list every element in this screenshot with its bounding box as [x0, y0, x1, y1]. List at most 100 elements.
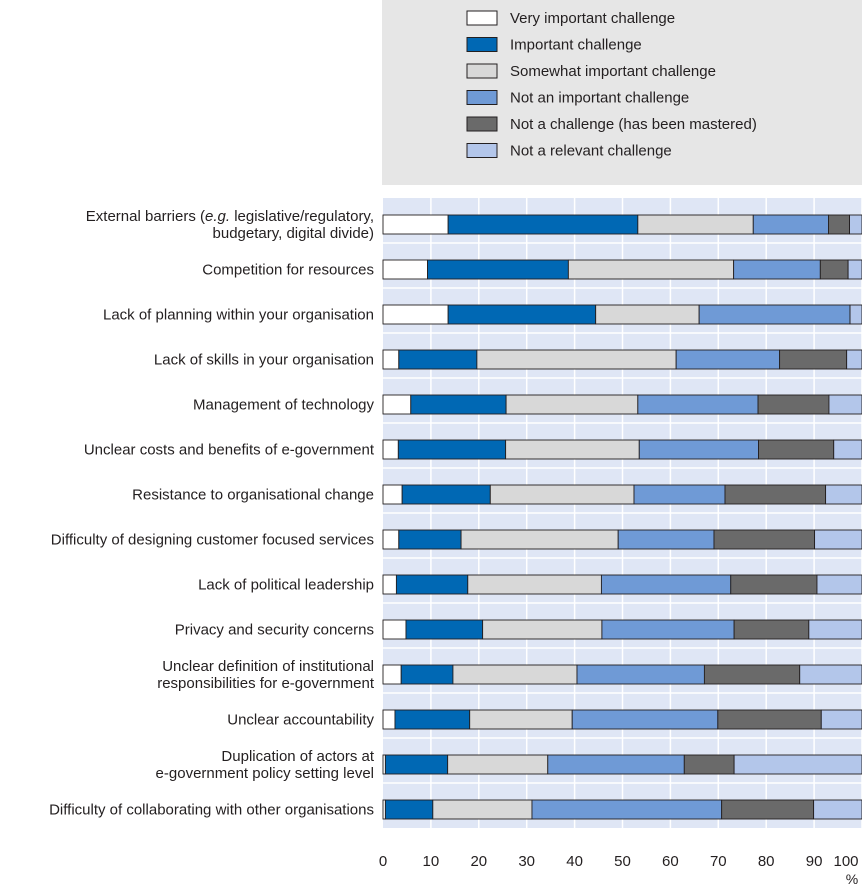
legend-label: Very important challenge	[510, 10, 675, 27]
bar-segment	[799, 664, 862, 685]
bar-segment	[382, 484, 403, 505]
bar-segment	[637, 394, 759, 415]
bar-segment	[382, 574, 397, 595]
category-label: Privacy and security concerns	[175, 622, 374, 639]
x-tick-label: 10	[423, 853, 440, 870]
category-labels: External barriers (e.g. legislative/regu…	[49, 208, 375, 819]
category-label: External barriers (e.g. legislative/regu…	[86, 208, 374, 225]
bar-segment	[825, 484, 862, 505]
bar-segment	[808, 619, 862, 640]
bar-segment	[382, 619, 407, 640]
bar-segment	[405, 619, 484, 640]
bar-segment	[382, 664, 402, 685]
x-tick-label: 70	[710, 853, 727, 870]
bar-segment	[724, 484, 827, 505]
bar-segment	[400, 664, 454, 685]
bar-segment	[600, 574, 732, 595]
category-label: Duplication of actors at	[221, 748, 374, 765]
legend-label: Not a challenge (has been mastered)	[510, 116, 757, 133]
bar-segment	[833, 439, 862, 460]
bar-segment	[427, 259, 569, 280]
bar-segment	[382, 259, 428, 280]
bar-segment	[849, 304, 862, 325]
category-label: Difficulty of collaborating with other o…	[49, 802, 374, 819]
x-tick-label: 0	[379, 853, 387, 870]
legend-label: Not an important challenge	[510, 90, 689, 107]
category-label: Unclear costs and benefits of e-governme…	[84, 442, 375, 459]
bar-segment	[505, 439, 640, 460]
bar-segment	[401, 484, 491, 505]
bar-segment	[717, 709, 822, 730]
bar-segment	[733, 754, 862, 775]
bar-segment	[828, 214, 850, 235]
bars	[382, 214, 862, 820]
category-label: Competition for resources	[202, 262, 374, 279]
bar-segment	[547, 754, 685, 775]
legend-swatch	[466, 63, 498, 79]
x-tick-label: 90	[806, 853, 823, 870]
bar-segment	[617, 529, 715, 550]
legend-swatch	[466, 37, 498, 52]
bar-segment	[447, 214, 639, 235]
bar-segment	[489, 484, 635, 505]
bar-segment	[733, 619, 810, 640]
bar-segment	[397, 439, 507, 460]
legend-label: Not a relevant challenge	[510, 143, 672, 160]
bar-segment	[395, 574, 469, 595]
x-axis-unit-label: %	[846, 871, 858, 886]
legend-swatch	[466, 10, 498, 26]
bar-segment	[752, 214, 829, 235]
bar-segment	[567, 259, 735, 280]
bar-segment	[813, 799, 862, 820]
bar-segment	[571, 709, 719, 730]
bar-segment	[698, 304, 851, 325]
bar-segment	[675, 349, 781, 370]
bar-segment	[460, 529, 619, 550]
bar-segment	[733, 259, 821, 280]
bar-segment	[703, 664, 801, 685]
legend-swatch	[466, 143, 498, 158]
bar-segment	[452, 664, 578, 685]
category-label: Management of technology	[193, 397, 374, 414]
bar-segment	[595, 304, 700, 325]
bar-segment	[467, 574, 602, 595]
category-label: Lack of skills in your organisation	[154, 352, 374, 369]
x-tick-label: 60	[662, 853, 679, 870]
bar-segment	[382, 529, 400, 550]
bar-segment	[382, 214, 449, 235]
category-label: Lack of planning within your organisatio…	[103, 307, 374, 324]
bar-segment	[849, 214, 862, 235]
category-label: responsibilities for e-government	[157, 675, 375, 692]
bar-segment	[382, 709, 396, 730]
bar-segment	[398, 529, 462, 550]
bar-segment	[384, 754, 449, 775]
bar-segment	[820, 709, 862, 730]
x-tick-label: 100	[833, 853, 858, 870]
x-tick-label: 50	[614, 853, 631, 870]
bar-segment	[531, 799, 723, 820]
bar-segment	[638, 439, 759, 460]
bar-segment	[382, 439, 399, 460]
bar-segment	[730, 574, 818, 595]
bar-segment	[847, 259, 862, 280]
bar-segment	[757, 394, 830, 415]
x-tick-label: 30	[518, 853, 535, 870]
category-label: Lack of political leadership	[198, 577, 374, 594]
bar-segment	[432, 799, 533, 820]
legend: Very important challenge Important challe…	[466, 10, 757, 160]
category-label: Unclear definition of institutional	[162, 658, 374, 675]
bar-segment	[447, 304, 597, 325]
legend-background	[382, 0, 862, 185]
category-label: Difficulty of designing customer focused…	[51, 532, 374, 549]
bar-segment	[410, 394, 507, 415]
bar-segment	[758, 439, 835, 460]
x-tick-label: 20	[470, 853, 487, 870]
bar-segment	[637, 214, 754, 235]
bar-segment	[721, 799, 815, 820]
x-axis-ticks: 0 10 20 30 40 50 60 70 80 90 100	[379, 853, 859, 870]
bar-segment	[814, 529, 862, 550]
legend-swatch	[466, 90, 498, 105]
bar-segment	[819, 259, 849, 280]
bar-segment	[469, 709, 573, 730]
